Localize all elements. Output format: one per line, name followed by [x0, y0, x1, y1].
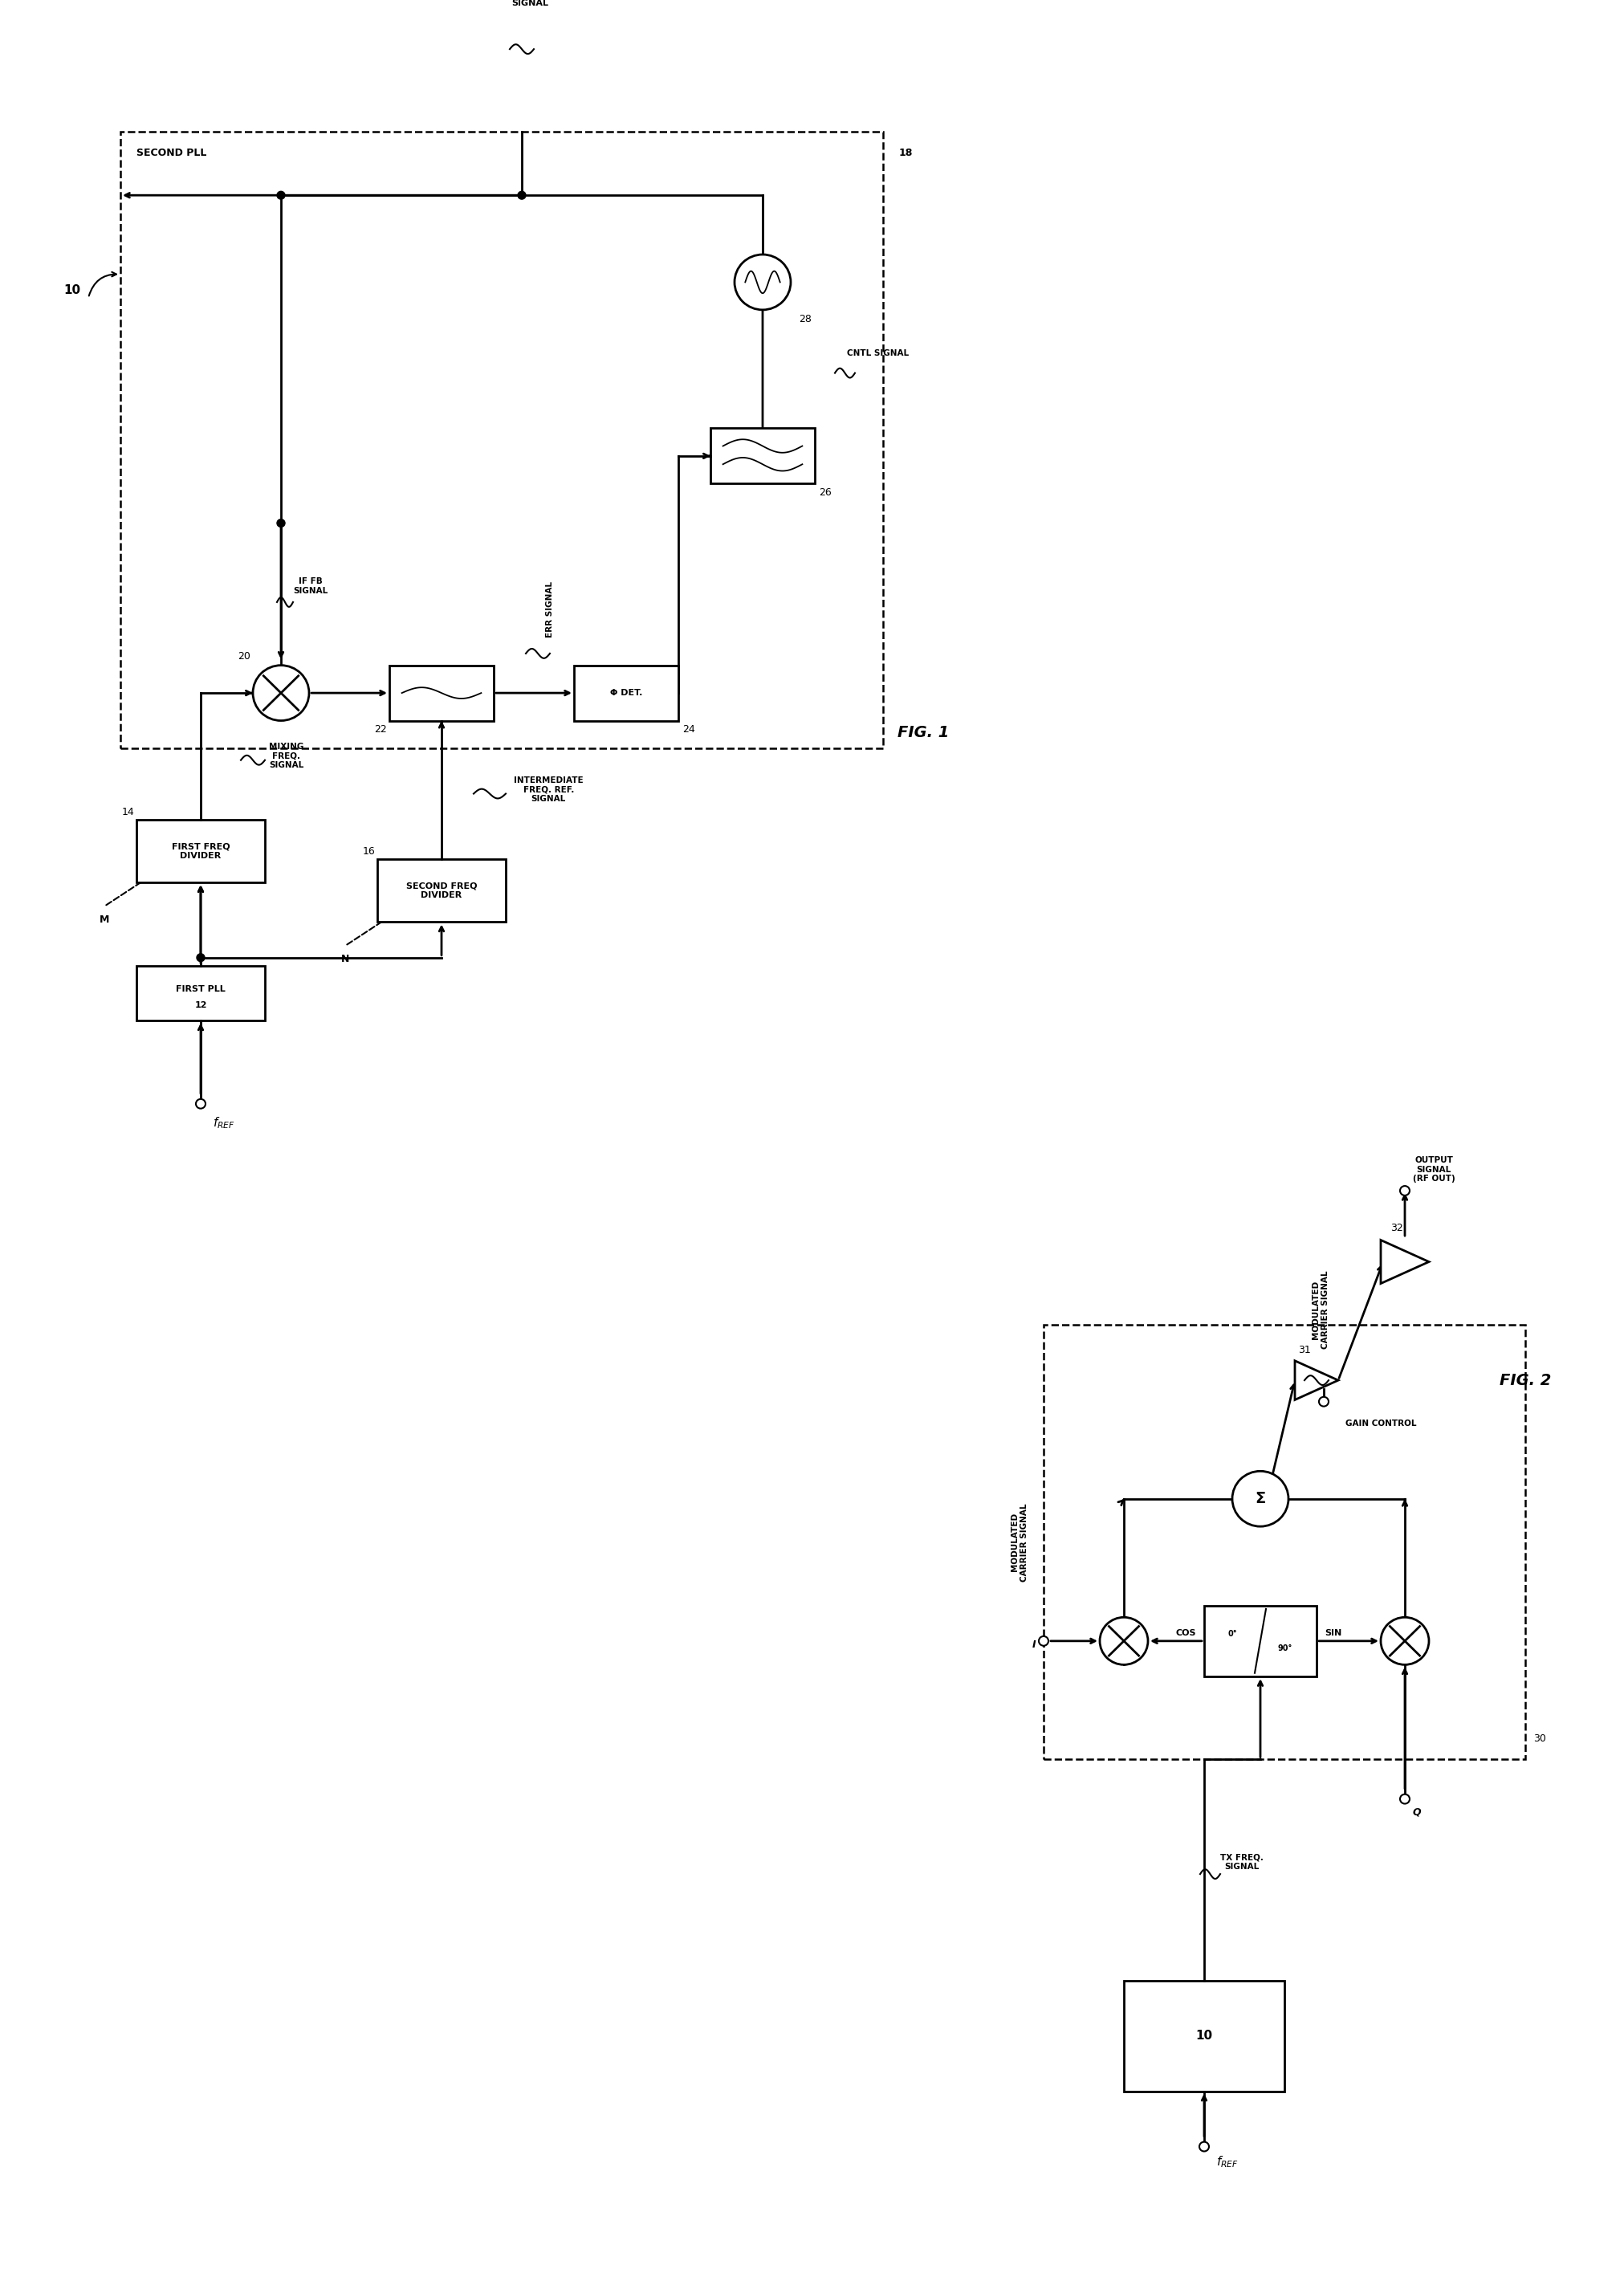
Text: 10: 10 [1195, 2030, 1212, 2041]
Text: $f_{REF}$: $f_{REF}$ [213, 1116, 235, 1130]
Bar [710, 427, 814, 484]
Text: Σ: Σ [1254, 1491, 1265, 1507]
Text: ERR SIGNAL: ERR SIGNAL [546, 582, 554, 639]
Text: Q: Q [1413, 1807, 1421, 1818]
Text: SECOND PLL: SECOND PLL [136, 148, 206, 159]
Bar [1203, 1605, 1315, 1677]
Text: MIXING
FREQ.
SIGNAL: MIXING FREQ. SIGNAL [270, 743, 304, 771]
Text: CNTL SIGNAL: CNTL SIGNAL [846, 350, 908, 357]
Text: 32: 32 [1390, 1223, 1403, 1234]
Circle shape [276, 518, 284, 527]
Circle shape [1380, 1618, 1427, 1664]
Bar [1124, 1980, 1285, 2091]
Polygon shape [1380, 1241, 1427, 1284]
Text: $f_{REF}$: $f_{REF}$ [1216, 2155, 1237, 2168]
Text: I: I [1031, 1639, 1034, 1650]
Text: 10: 10 [63, 284, 80, 295]
Text: SIN: SIN [1324, 1630, 1341, 1637]
Text: N: N [341, 955, 349, 964]
Text: 16: 16 [362, 846, 375, 857]
Circle shape [1319, 1398, 1328, 1407]
Bar [120, 132, 882, 748]
Text: TX FREQ.
SIGNAL: TX FREQ. SIGNAL [507, 0, 552, 7]
Text: 18: 18 [898, 148, 913, 159]
Bar [377, 859, 505, 923]
Text: 31: 31 [1298, 1346, 1311, 1355]
Text: TX FREQ.
SIGNAL: TX FREQ. SIGNAL [1220, 1852, 1263, 1871]
Circle shape [1099, 1618, 1148, 1664]
Text: Φ DET.: Φ DET. [609, 689, 641, 698]
Bar [136, 966, 265, 1021]
Text: 28: 28 [799, 314, 810, 325]
Circle shape [276, 191, 284, 200]
Text: 22: 22 [374, 725, 387, 734]
Bar [136, 818, 265, 882]
Text: 26: 26 [818, 489, 831, 498]
Text: 20: 20 [237, 650, 250, 661]
Text: 14: 14 [122, 807, 135, 816]
Polygon shape [1294, 1362, 1338, 1400]
Circle shape [1199, 2141, 1208, 2150]
Bar [573, 666, 677, 721]
Text: 0°: 0° [1228, 1630, 1236, 1639]
Circle shape [253, 666, 309, 721]
Circle shape [1231, 1471, 1288, 1527]
Text: MODULATED
CARRIER SIGNAL: MODULATED CARRIER SIGNAL [1311, 1271, 1328, 1348]
Bar [390, 666, 494, 721]
Circle shape [197, 1100, 205, 1109]
Text: COS: COS [1176, 1630, 1195, 1637]
Circle shape [1038, 1637, 1047, 1646]
Circle shape [734, 255, 791, 309]
Circle shape [1400, 1187, 1410, 1196]
Circle shape [197, 955, 205, 961]
Text: FIG. 2: FIG. 2 [1499, 1373, 1551, 1389]
Text: 90°: 90° [1276, 1643, 1291, 1652]
Text: M: M [99, 914, 109, 925]
Bar [1043, 1325, 1525, 1759]
Text: FIRST PLL: FIRST PLL [175, 984, 226, 993]
Circle shape [1400, 1793, 1410, 1805]
Text: MODULATED
CARRIER SIGNAL: MODULATED CARRIER SIGNAL [1010, 1502, 1028, 1582]
Text: FIRST FREQ
DIVIDER: FIRST FREQ DIVIDER [172, 843, 229, 859]
Text: 12: 12 [195, 1000, 206, 1009]
Circle shape [518, 191, 526, 200]
Text: 24: 24 [682, 725, 695, 734]
Text: IF FB
SIGNAL: IF FB SIGNAL [292, 577, 328, 596]
Text: FIG. 1: FIG. 1 [896, 725, 948, 741]
Text: OUTPUT
SIGNAL
(RF OUT): OUTPUT SIGNAL (RF OUT) [1413, 1157, 1455, 1182]
Text: GAIN CONTROL: GAIN CONTROL [1345, 1418, 1416, 1427]
Text: SECOND FREQ
DIVIDER: SECOND FREQ DIVIDER [406, 882, 477, 900]
Text: INTERMEDIATE
FREQ. REF.
SIGNAL: INTERMEDIATE FREQ. REF. SIGNAL [513, 777, 583, 802]
Text: 30: 30 [1533, 1734, 1546, 1743]
